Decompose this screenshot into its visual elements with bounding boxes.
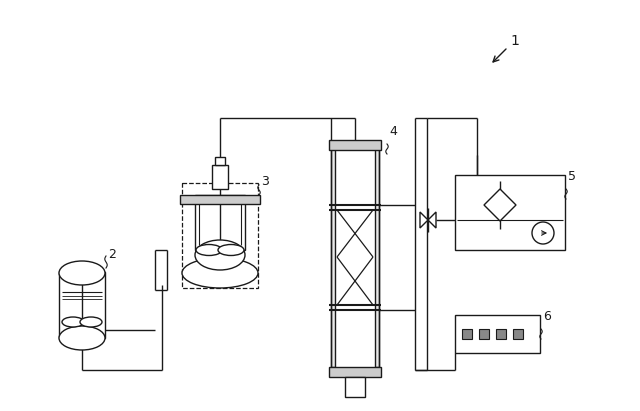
Bar [212, 165, 228, 189]
Ellipse shape [182, 258, 258, 288]
Bar [345, 377, 365, 397]
Polygon shape [428, 212, 436, 228]
Text: 2: 2 [108, 248, 116, 261]
Bar [331, 148, 339, 367]
Ellipse shape [195, 240, 245, 270]
Bar [335, 148, 375, 367]
Bar [513, 329, 523, 339]
Circle shape [532, 222, 554, 244]
Bar [455, 315, 540, 353]
Ellipse shape [62, 317, 84, 327]
Ellipse shape [218, 245, 244, 256]
Bar [479, 329, 489, 339]
Ellipse shape [196, 245, 222, 256]
Bar [455, 175, 565, 250]
Ellipse shape [59, 261, 105, 285]
Bar [329, 140, 381, 150]
Bar [180, 195, 260, 204]
Ellipse shape [59, 326, 105, 350]
Polygon shape [484, 189, 516, 221]
Text: 6: 6 [543, 310, 551, 323]
Bar [371, 148, 379, 367]
Bar [195, 195, 245, 250]
Text: 3: 3 [261, 175, 269, 188]
Ellipse shape [80, 317, 102, 327]
Polygon shape [420, 212, 428, 228]
Text: 1: 1 [510, 34, 519, 48]
Bar [462, 329, 472, 339]
Text: 4: 4 [389, 125, 397, 138]
Bar [182, 183, 258, 288]
Bar [329, 367, 381, 377]
Bar [496, 329, 506, 339]
Bar [215, 157, 225, 165]
Bar [59, 272, 105, 338]
Text: 5: 5 [568, 170, 576, 183]
